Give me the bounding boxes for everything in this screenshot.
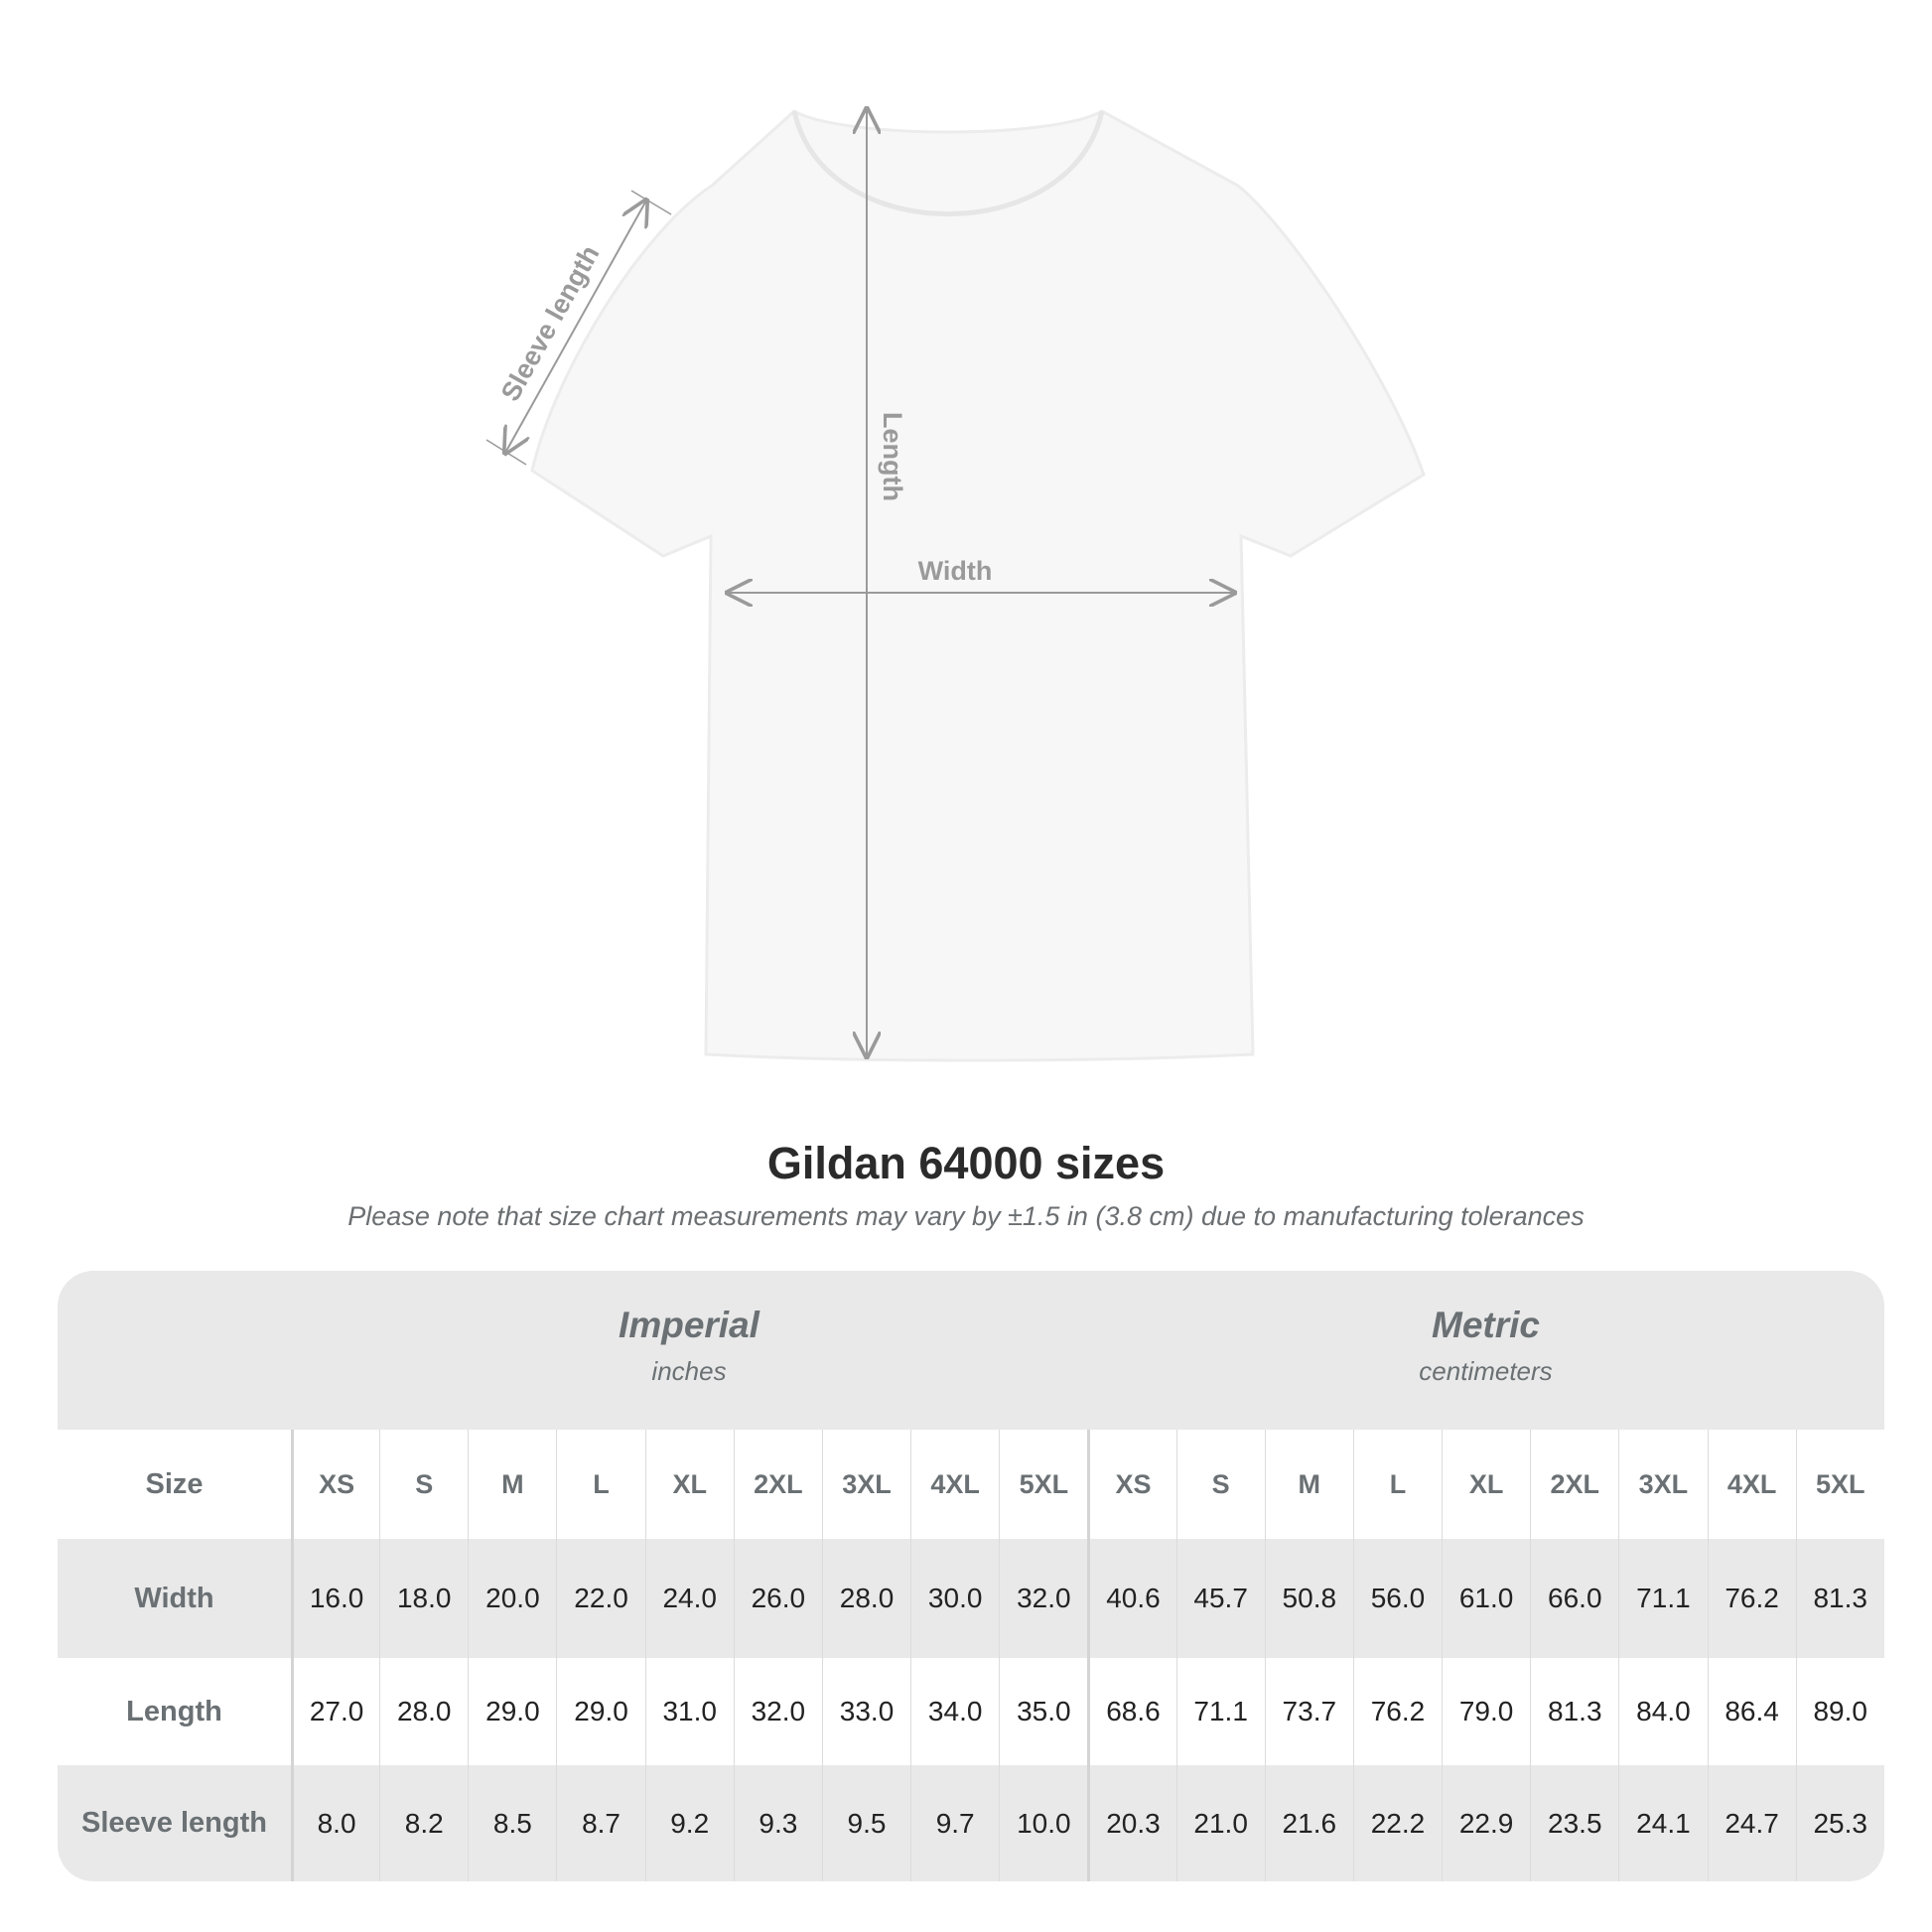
value-cell: 22.2 [1352,1765,1442,1881]
metric-header: Metric centimeters [1087,1271,1884,1430]
value-cell: 71.1 [1175,1658,1265,1765]
value-cell: 84.0 [1618,1658,1707,1765]
sleeve-arrow [505,201,646,453]
imperial-title: Imperial [619,1305,759,1345]
value-cell: 86.4 [1707,1658,1796,1765]
value-cell: 76.2 [1352,1658,1442,1765]
size-imperial: XS [291,1430,379,1539]
tshirt-shape [530,109,1426,1062]
row-label: Length [126,1695,222,1727]
value-cell: 9.3 [733,1765,822,1881]
value-cell: 9.5 [821,1765,910,1881]
value-cell: 81.3 [1795,1539,1884,1658]
value-cell: 21.6 [1264,1765,1353,1881]
value-cell: 34.0 [910,1658,999,1765]
value-cell: 25.3 [1795,1765,1884,1881]
value-cell: 10.0 [999,1765,1087,1881]
size-metric: XS [1087,1430,1175,1539]
metric-unit: centimeters [1419,1356,1553,1386]
value-cell: 73.7 [1264,1658,1353,1765]
size-imperial: 2XL [733,1430,822,1539]
value-cell: 24.7 [1707,1765,1796,1881]
value-cell: 89.0 [1795,1658,1884,1765]
value-cell: 45.7 [1175,1539,1265,1658]
value-cell: 20.3 [1087,1765,1175,1881]
imperial-header: Imperial inches [291,1271,1087,1430]
value-cell: 22.0 [556,1539,644,1658]
value-cell: 66.0 [1530,1539,1618,1658]
value-cell: 32.0 [733,1658,822,1765]
value-cell: 29.0 [556,1658,644,1765]
value-cell: 56.0 [1352,1539,1442,1658]
imperial-unit: inches [651,1356,727,1386]
value-cell: 79.0 [1442,1658,1530,1765]
size-metric: S [1175,1430,1265,1539]
tshirt-diagram: Width Length Sleeve length [485,0,1426,1062]
value-cell: 24.0 [644,1539,734,1658]
size-metric: 3XL [1618,1430,1707,1539]
value-cell: 8.7 [556,1765,644,1881]
value-cell: 9.2 [644,1765,734,1881]
size-metric: 4XL [1707,1430,1796,1539]
value-cell: 22.9 [1442,1765,1530,1881]
value-cell: 32.0 [999,1539,1087,1658]
value-cell: 8.5 [468,1765,556,1881]
page-title: Gildan 64000 sizes [766,1138,1166,1188]
row-label: Width [134,1582,214,1614]
value-cell: 81.3 [1530,1658,1618,1765]
value-cell: 18.0 [379,1539,468,1658]
value-cell: 23.5 [1530,1765,1618,1881]
value-cell: 33.0 [821,1658,910,1765]
value-cell: 29.0 [468,1658,556,1765]
size-table: Imperial inches Metric centimeters Size X… [58,1271,1884,1881]
value-cell: 61.0 [1442,1539,1530,1658]
value-cell: 68.6 [1087,1658,1175,1765]
value-cell: 71.1 [1618,1539,1707,1658]
size-metric: L [1352,1430,1442,1539]
size-metric: M [1264,1430,1353,1539]
size-imperial: XL [644,1430,734,1539]
value-cell: 35.0 [999,1658,1087,1765]
size-imperial: 5XL [999,1430,1087,1539]
value-cell: 26.0 [733,1539,822,1658]
row-label: Sleeve length [81,1807,267,1839]
value-cell: 27.0 [291,1658,379,1765]
collar [791,110,1105,216]
value-cell: 20.0 [468,1539,556,1658]
size-imperial: 3XL [821,1430,910,1539]
value-cell: 9.7 [910,1765,999,1881]
size-metric: 5XL [1795,1430,1884,1539]
value-cell: 8.0 [291,1765,379,1881]
row-label: Size [145,1467,204,1500]
size-metric: XL [1442,1430,1530,1539]
size-imperial: 4XL [910,1430,999,1539]
value-cell: 50.8 [1264,1539,1353,1658]
value-cell: 76.2 [1707,1539,1796,1658]
size-header-row: Size XS S M L XL 2XL 3XL 4XL 5XL XS S M L XL 2XL 3XL 4XL 5… [58,1430,1884,1539]
value-cell: 8.2 [379,1765,468,1881]
size-imperial: M [468,1430,556,1539]
table-row: Length 27.0 28.0 29.0 29.0 31.0 32.0 33.0 34.0 35… [58,1658,1884,1765]
value-cell: 28.0 [821,1539,910,1658]
metric-title: Metric [1432,1305,1540,1345]
size-metric: 2XL [1530,1430,1618,1539]
length-label: Length [878,412,907,501]
value-cell: 30.0 [910,1539,999,1658]
value-cell: 40.6 [1087,1539,1175,1658]
value-cell: 24.1 [1618,1765,1707,1881]
table-header-band [58,1271,1884,1430]
value-cell: 21.0 [1175,1765,1265,1881]
table-row: Width 16.0 18.0 20.0 22.0 24.0 26.0 28.0 30.0 32.… [58,1539,1884,1658]
value-cell: 16.0 [291,1539,379,1658]
value-cell: 28.0 [379,1658,468,1765]
size-imperial: S [379,1430,468,1539]
size-imperial: L [556,1430,644,1539]
tolerance-note: Please note that size chart measurements… [347,1201,1585,1231]
width-label: Width [918,556,993,586]
value-cell: 31.0 [644,1658,734,1765]
table-row: Sleeve length 8.0 8.2 8.5 8.7 9.2 9.3 9.5 9.7 10.… [58,1765,1884,1881]
